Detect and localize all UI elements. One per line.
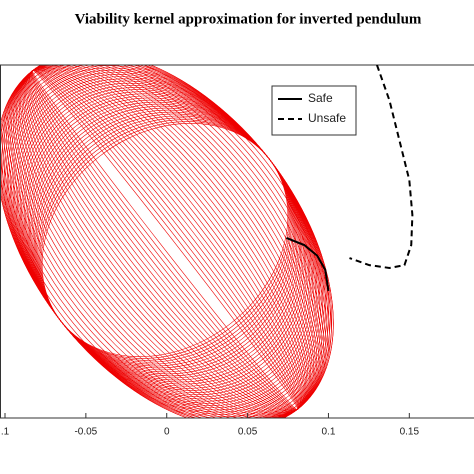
x-tick-label: 0 xyxy=(164,427,170,438)
chart-title: Viability kernel approximation for inver… xyxy=(75,11,422,27)
series-line xyxy=(286,237,330,292)
mesh-curve xyxy=(32,70,298,410)
legend-label: Safe xyxy=(308,91,333,105)
x-tick-label: 0.1 xyxy=(321,427,335,438)
legend: Safe Unsafe xyxy=(271,85,357,136)
x-tick-label: 0.05 xyxy=(238,427,258,438)
series-line xyxy=(349,65,414,269)
kernel-mesh xyxy=(0,65,334,418)
legend-box xyxy=(271,85,357,136)
legend-label: Unsafe xyxy=(308,111,346,125)
x-tick-label: -0.05 xyxy=(74,427,97,438)
x-tick-label: .1 xyxy=(1,427,10,438)
x-tick-label: 0.15 xyxy=(400,427,420,438)
